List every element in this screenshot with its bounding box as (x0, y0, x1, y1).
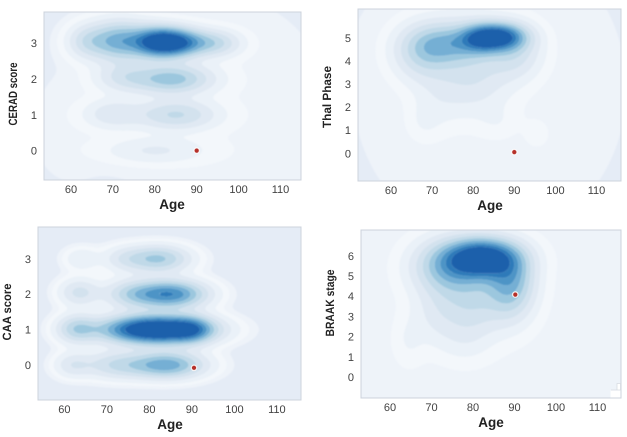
svg-text:3: 3 (31, 38, 37, 50)
svg-text:1: 1 (348, 352, 354, 364)
svg-text:60: 60 (384, 402, 396, 414)
svg-text:110: 110 (272, 184, 290, 196)
svg-text:80: 80 (467, 185, 479, 197)
svg-text:4: 4 (345, 56, 351, 68)
svg-text:60: 60 (65, 184, 77, 196)
svg-text:70: 70 (425, 402, 437, 414)
svg-text:2: 2 (31, 74, 37, 86)
svg-text:100: 100 (546, 185, 564, 197)
svg-text:1: 1 (31, 110, 37, 122)
svg-text:1: 1 (345, 125, 351, 137)
svg-text:110: 110 (588, 185, 606, 197)
svg-text:100: 100 (225, 404, 243, 416)
svg-text:60: 60 (385, 185, 397, 197)
svg-text:70: 70 (426, 185, 438, 197)
svg-text:70: 70 (101, 404, 113, 416)
svg-text:90: 90 (508, 185, 520, 197)
svg-text:1: 1 (25, 325, 31, 337)
svg-text:110: 110 (589, 402, 607, 414)
svg-text:2: 2 (25, 289, 31, 301)
svg-text:Age: Age (157, 416, 183, 432)
svg-text:80: 80 (467, 402, 479, 414)
svg-text:5: 5 (345, 33, 351, 45)
svg-text:0: 0 (345, 148, 351, 160)
svg-text:6: 6 (348, 251, 354, 263)
svg-text:BRAAK stage: BRAAK stage (323, 269, 337, 336)
svg-text:5: 5 (348, 271, 354, 283)
svg-text:Age: Age (159, 196, 185, 212)
svg-text:Age: Age (477, 197, 503, 213)
svg-text:Thal Phase: Thal Phase (320, 66, 334, 128)
svg-text:80: 80 (149, 184, 161, 196)
svg-text:4: 4 (348, 291, 354, 303)
svg-text:110: 110 (268, 404, 286, 416)
svg-text:Age: Age (478, 414, 504, 430)
svg-text:90: 90 (508, 402, 520, 414)
svg-text:0: 0 (31, 146, 37, 158)
svg-text:3: 3 (25, 254, 31, 266)
svg-text:0: 0 (348, 372, 354, 384)
svg-text:2: 2 (348, 332, 354, 344)
svg-text:60: 60 (58, 404, 70, 416)
svg-text:0: 0 (25, 360, 31, 372)
svg-text:80: 80 (143, 404, 155, 416)
svg-text:100: 100 (229, 184, 247, 196)
svg-text:3: 3 (345, 79, 351, 91)
svg-text:100: 100 (547, 402, 565, 414)
svg-text:CERAD score: CERAD score (6, 62, 20, 125)
svg-text:3: 3 (348, 311, 354, 323)
svg-text:CAA score: CAA score (0, 283, 14, 340)
svg-text:90: 90 (191, 184, 203, 196)
svg-text:70: 70 (107, 184, 119, 196)
svg-text:90: 90 (186, 404, 198, 416)
svg-text:2: 2 (345, 102, 351, 114)
